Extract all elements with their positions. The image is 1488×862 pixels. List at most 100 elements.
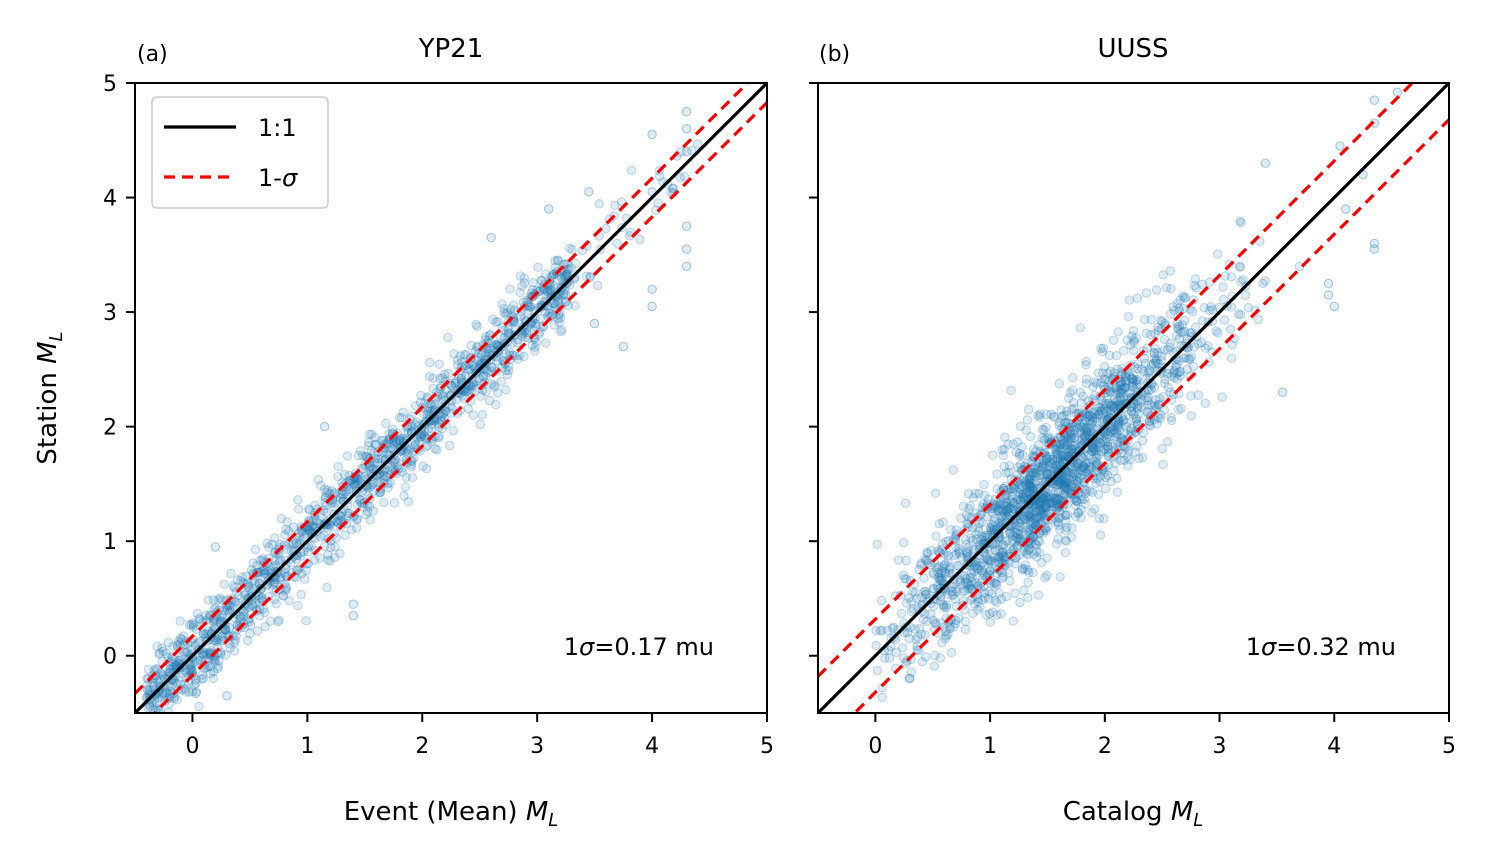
legend-sigma-label: 1-σ <box>258 164 298 192</box>
data-point <box>1042 454 1052 464</box>
data-point <box>1059 478 1070 488</box>
data-point <box>367 429 377 439</box>
data-point <box>1113 417 1124 427</box>
data-point <box>1073 459 1084 469</box>
data-point <box>192 657 202 668</box>
data-point <box>422 464 432 474</box>
data-point <box>1189 342 1200 352</box>
data-point <box>871 640 881 651</box>
data-point <box>1019 523 1029 533</box>
data-point <box>1003 504 1013 515</box>
data-point <box>1031 506 1042 517</box>
data-point <box>962 547 973 557</box>
data-point <box>416 431 426 442</box>
data-point <box>378 448 389 458</box>
data-point <box>344 485 354 495</box>
data-point <box>1027 468 1037 479</box>
data-point <box>1084 461 1094 472</box>
data-point <box>999 461 1009 472</box>
data-point <box>554 317 564 327</box>
data-point <box>1043 469 1053 479</box>
data-point <box>1142 343 1153 353</box>
data-point <box>897 643 908 653</box>
data-point <box>1081 423 1091 433</box>
data-point <box>505 284 515 294</box>
data-point <box>1104 382 1114 392</box>
data-point <box>1100 374 1111 385</box>
data-point <box>208 666 219 677</box>
data-point <box>1017 565 1028 575</box>
data-point <box>1084 450 1094 461</box>
data-point <box>921 556 931 566</box>
data-point <box>530 318 540 329</box>
data-point <box>201 610 211 621</box>
data-point <box>975 561 986 571</box>
data-point <box>681 261 692 271</box>
data-point <box>407 473 418 483</box>
data-point <box>1094 409 1104 419</box>
data-point <box>158 669 168 680</box>
data-point <box>965 501 975 511</box>
data-point <box>1196 337 1207 348</box>
data-point <box>936 568 947 578</box>
data-point <box>1091 457 1101 467</box>
data-point <box>996 594 1006 604</box>
data-point <box>399 491 409 501</box>
data-point <box>186 644 197 655</box>
data-point <box>997 506 1007 516</box>
data-point <box>426 419 437 430</box>
data-point <box>1148 358 1159 369</box>
data-point <box>1101 444 1111 454</box>
data-point <box>1064 473 1074 484</box>
data-point <box>1028 486 1038 496</box>
data-point <box>1118 392 1129 402</box>
data-point <box>263 566 273 577</box>
data-point <box>1019 514 1029 524</box>
data-point <box>1103 429 1113 440</box>
data-point <box>967 576 977 587</box>
data-point <box>692 139 703 149</box>
data-point <box>326 542 336 553</box>
data-point <box>926 560 936 570</box>
data-point <box>1173 404 1184 415</box>
data-point <box>1119 427 1129 438</box>
data-point <box>1217 392 1227 402</box>
data-point <box>937 575 947 586</box>
data-point <box>1015 495 1026 505</box>
data-point <box>436 411 447 422</box>
data-point <box>299 533 309 543</box>
data-point <box>214 655 224 666</box>
data-point <box>1186 411 1197 421</box>
data-point <box>164 690 175 700</box>
data-point <box>1155 409 1166 420</box>
data-point <box>1132 402 1142 413</box>
data-point <box>280 530 290 540</box>
data-point <box>1149 347 1159 358</box>
data-point <box>489 382 500 392</box>
data-point <box>1039 434 1050 444</box>
data-point <box>1055 444 1065 454</box>
data-point <box>195 655 206 666</box>
data-point <box>560 289 571 300</box>
data-point <box>1120 376 1131 386</box>
data-point <box>960 535 971 545</box>
data-point <box>1034 458 1044 468</box>
data-point <box>1013 529 1023 540</box>
data-point <box>321 507 331 518</box>
data-point <box>271 574 281 585</box>
data-point <box>1134 453 1144 464</box>
data-point <box>486 379 497 389</box>
data-point <box>335 516 345 526</box>
data-point <box>635 234 645 245</box>
data-point <box>1013 495 1023 505</box>
data-point <box>1087 487 1098 497</box>
data-point <box>1062 440 1072 450</box>
data-point <box>882 625 893 635</box>
data-point <box>1031 446 1041 456</box>
data-point <box>483 343 493 353</box>
data-point <box>904 593 914 603</box>
data-point <box>933 567 943 578</box>
data-point <box>1018 489 1028 500</box>
data-point <box>992 540 1003 550</box>
data-point <box>210 542 221 552</box>
